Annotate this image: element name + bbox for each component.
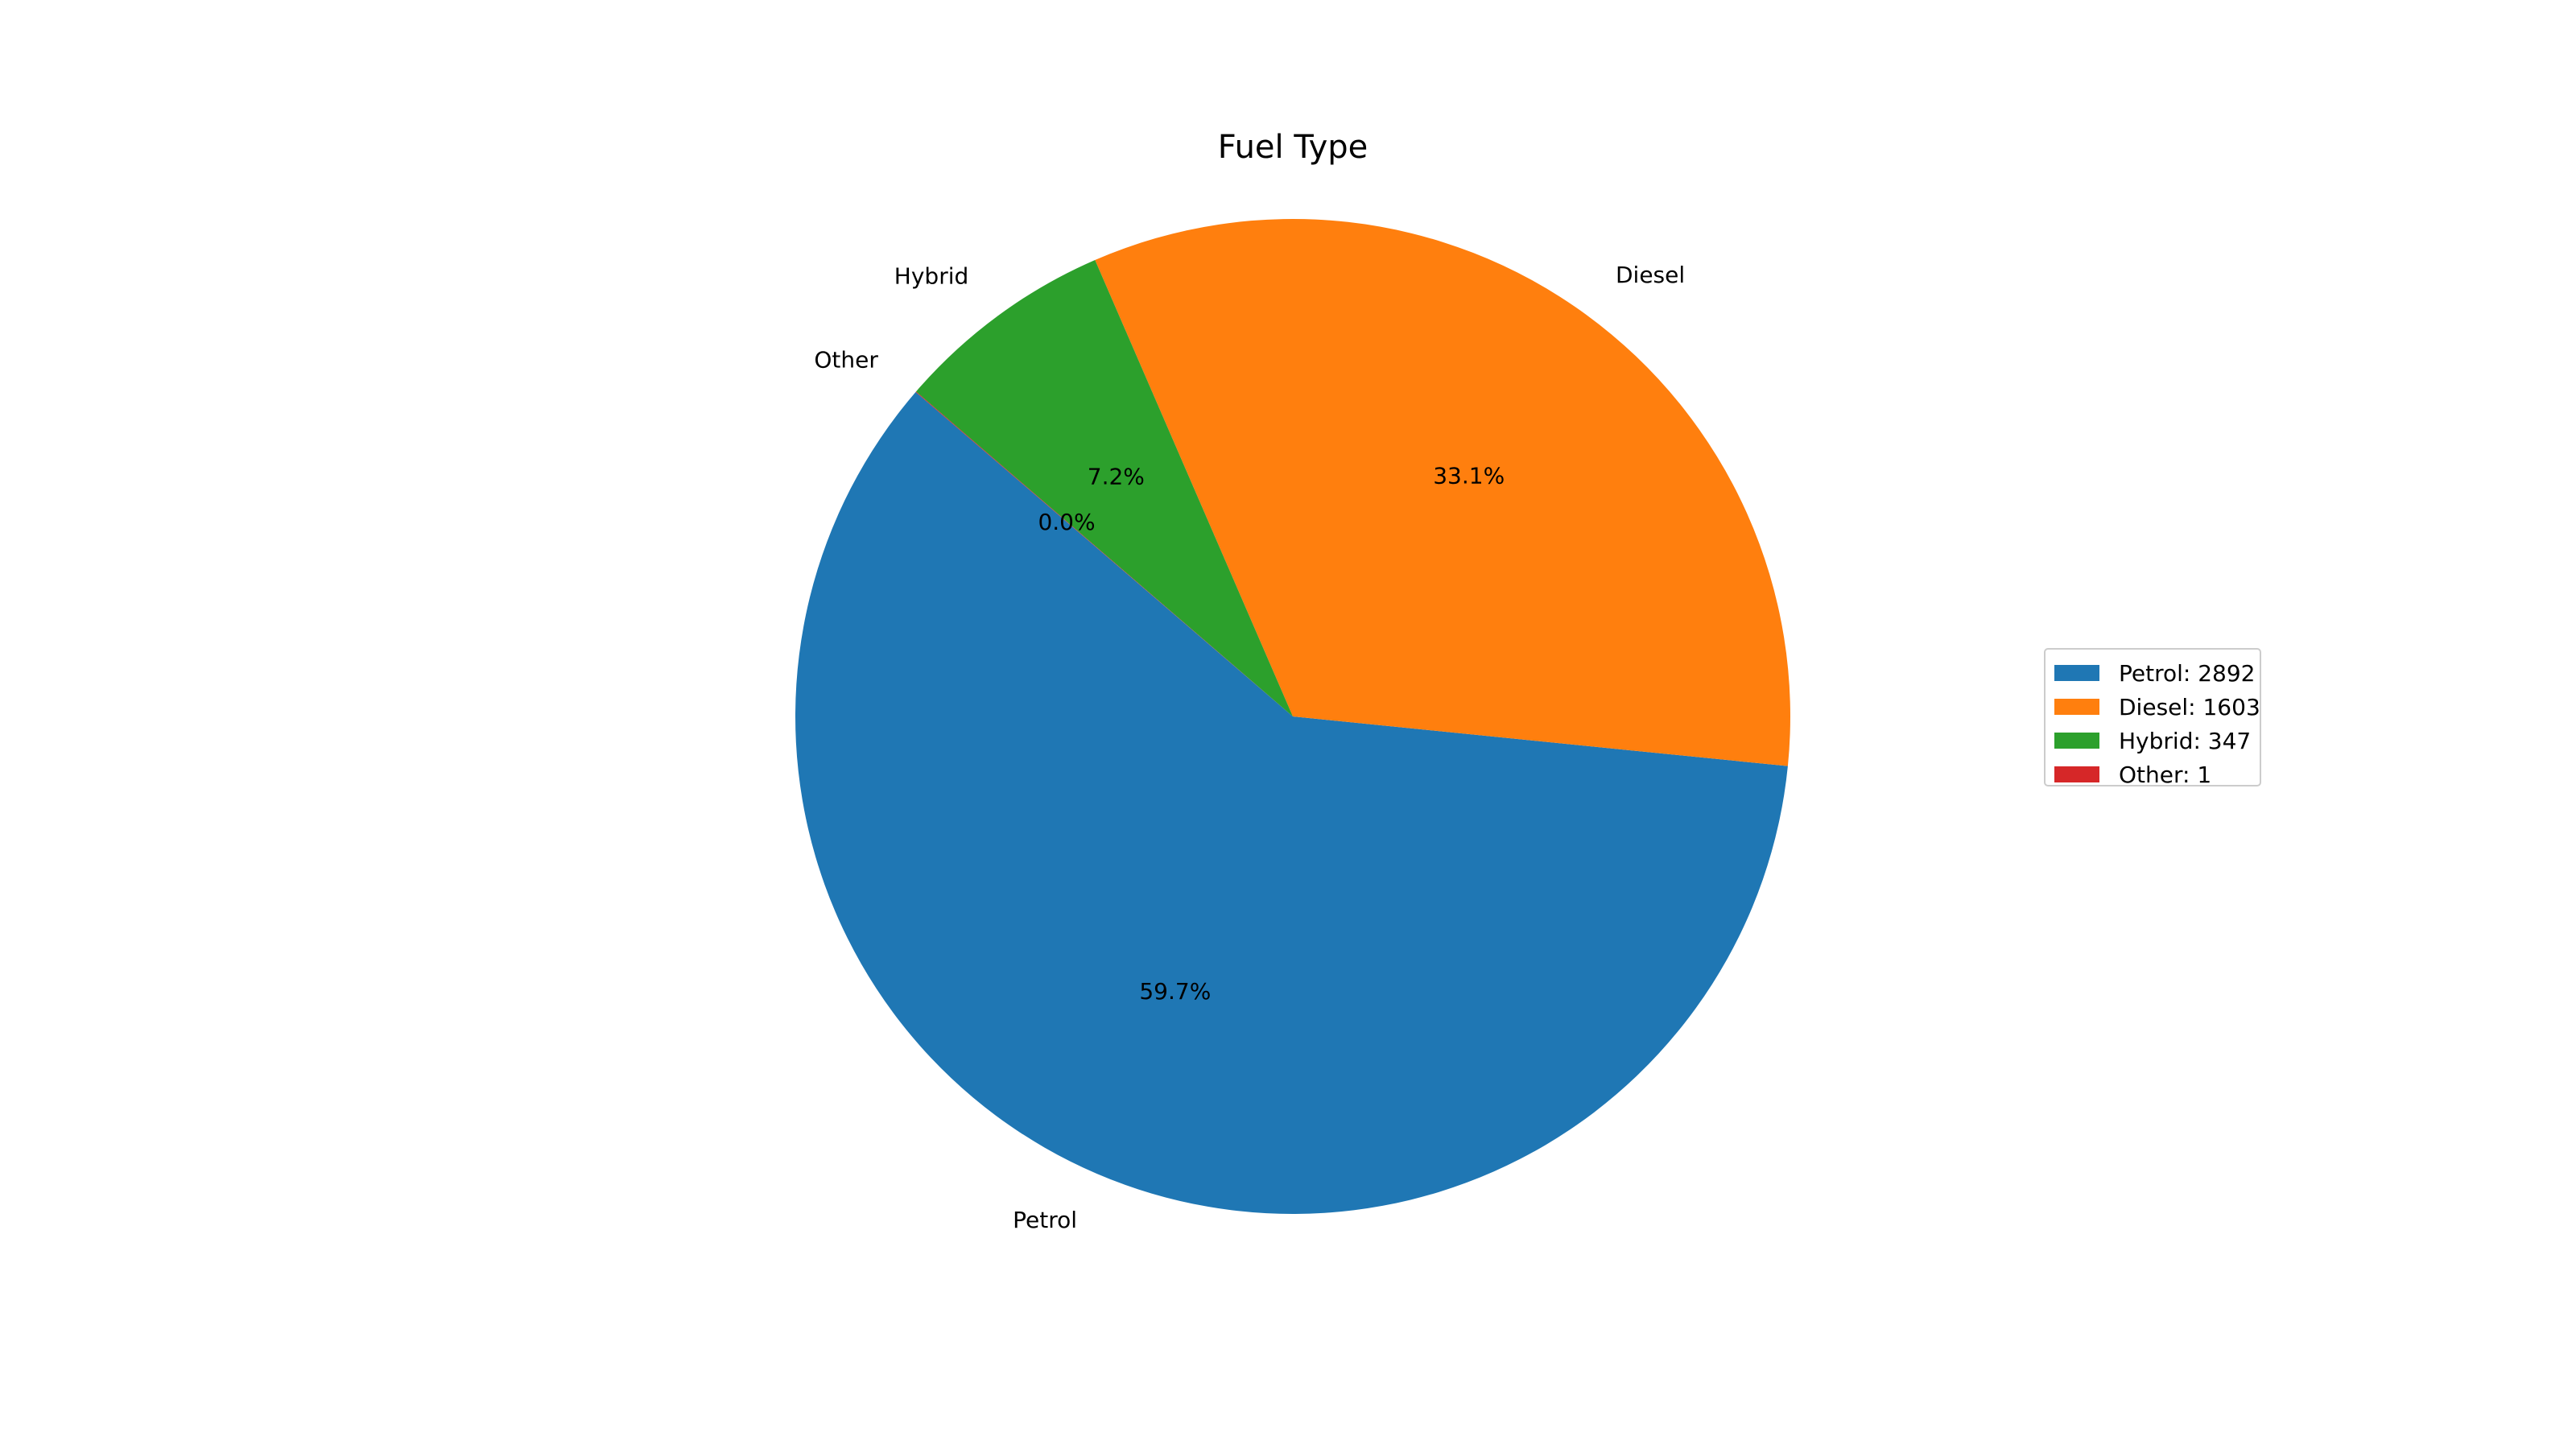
legend-label-diesel: Diesel: 1603: [2119, 694, 2260, 720]
legend-frame: [2044, 648, 2261, 786]
slice-label-hybrid: Hybrid: [894, 262, 968, 289]
pie-labels: Petrol 59.7% Diesel 33.1% Hybrid 7.2% Other 0.0…: [814, 262, 1685, 1233]
slice-label-petrol: Petrol: [1013, 1207, 1077, 1233]
legend-swatch-petrol: [2054, 665, 2099, 681]
slice-label-other: Other: [814, 346, 878, 373]
slice-percent-petrol: 59.7%: [1139, 978, 1211, 1005]
legend-label-other: Other: 1: [2119, 762, 2211, 788]
slice-percent-hybrid: 7.2%: [1088, 463, 1145, 489]
pie-slice-diesel: [1095, 218, 1791, 766]
slice-label-diesel: Diesel: [1616, 262, 1685, 288]
chart-title: Fuel Type: [1218, 129, 1368, 166]
legend-label-petrol: Petrol: 2892: [2119, 660, 2256, 687]
legend-swatch-other: [2054, 766, 2099, 782]
pie-slice-petrol: [795, 392, 1788, 1214]
slice-percent-other: 0.0%: [1038, 509, 1095, 535]
chart-legend: Petrol: 2892 Diesel: 1603 Hybrid: 347 Other…: [2044, 648, 2261, 788]
pie-slice-hybrid: [915, 259, 1293, 716]
legend-swatch-hybrid: [2054, 733, 2099, 749]
legend-swatch-diesel: [2054, 699, 2099, 715]
slice-percent-diesel: 33.1%: [1433, 463, 1505, 489]
legend-label-hybrid: Hybrid: 347: [2119, 728, 2251, 754]
pie-slice-other: [915, 391, 1293, 716]
pie-slices: [795, 218, 1791, 1214]
